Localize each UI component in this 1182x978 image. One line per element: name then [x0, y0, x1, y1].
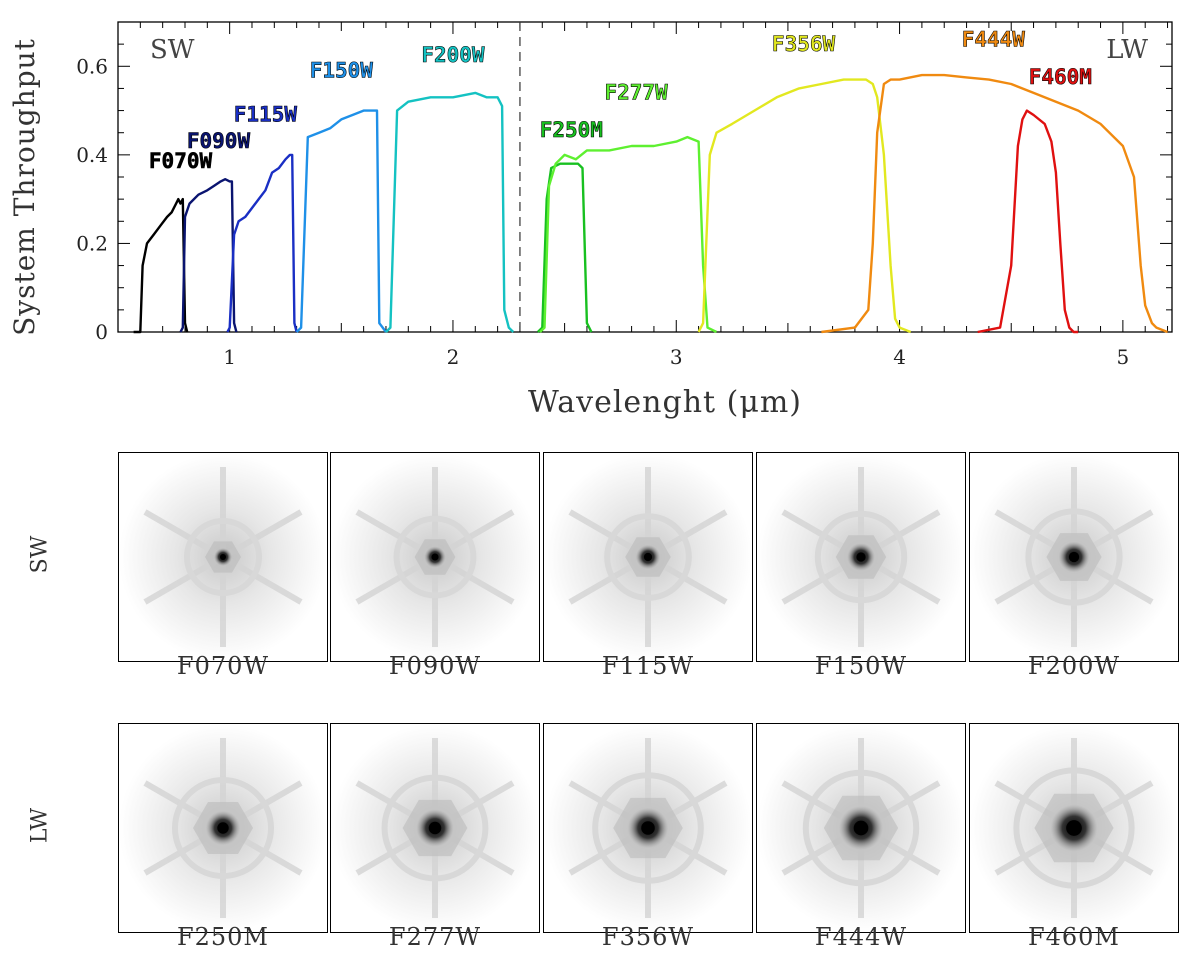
psf-label-f460m: F460M	[1027, 923, 1121, 951]
series-label-f356w: F356W	[772, 32, 836, 56]
sw-region-label: SW	[150, 35, 195, 65]
psf-image-f277w	[330, 723, 540, 933]
series-label-f070w: F070W	[149, 149, 213, 173]
psf-image-f090w	[330, 452, 540, 662]
y-axis-label: System Throughput	[8, 38, 41, 336]
series-label-f090w: F090W	[187, 129, 251, 153]
y-tick-label: 0.4	[76, 143, 108, 167]
psf-label-f444w: F444W	[814, 923, 908, 951]
psf-row-label-lw: LW	[27, 807, 53, 844]
psf-label-f090w: F090W	[388, 652, 482, 680]
psf-row-label-sw: SW	[27, 535, 53, 574]
psf-image-f150w	[756, 452, 966, 662]
series-label-f460m: F460M	[1029, 65, 1092, 89]
psf-image-f070w	[118, 452, 328, 662]
series-line-f200w	[385, 91, 515, 333]
x-tick-label: 1	[223, 345, 236, 369]
y-tick-label: 0.6	[76, 54, 108, 78]
psf-image-f356w	[543, 723, 753, 933]
psf-image-f460m	[969, 723, 1179, 933]
psf-image-f444w	[756, 723, 966, 933]
series-label-f150w: F150W	[310, 58, 374, 82]
plot-frame	[117, 21, 1173, 333]
series-label-f115w: F115W	[234, 103, 298, 127]
x-axis-label: Wavelenght (μm)	[528, 385, 802, 420]
series-label-f444w: F444W	[962, 27, 1026, 51]
psf-label-f356w: F356W	[601, 923, 695, 951]
series-line-f356w	[697, 78, 912, 334]
psf-label-f277w: F277W	[388, 923, 482, 951]
series-line-f460m	[977, 109, 1079, 334]
psf-label-f115w: F115W	[601, 652, 695, 680]
series-line-f150w	[295, 109, 387, 333]
psf-image-f200w	[969, 452, 1179, 662]
series-label-f200w: F200W	[421, 43, 485, 67]
psf-label-f150w: F150W	[814, 652, 908, 680]
x-tick-label: 5	[1117, 345, 1130, 369]
y-tick-label: 0	[95, 320, 108, 344]
series-label-f277w: F277W	[604, 81, 668, 105]
series-line-f115w	[226, 153, 298, 333]
lw-region-label: LW	[1106, 35, 1148, 65]
series-line-f070w	[133, 197, 189, 334]
series-line-f090w	[179, 178, 238, 333]
psf-label-f070w: F070W	[176, 652, 270, 680]
x-tick-label: 2	[447, 345, 460, 369]
psf-label-f200w: F200W	[1027, 652, 1121, 680]
x-tick-label: 3	[670, 345, 683, 369]
series-line-f277w	[539, 135, 718, 334]
x-tick-label: 4	[893, 345, 906, 369]
throughput-chart: 1 2 3 4 5 0 0.2 0.4 0.6 Wavelenght (μm) System Thr…	[8, 21, 1173, 420]
psf-label-f250m: F250M	[176, 923, 270, 951]
psf-image-f250m	[118, 723, 328, 933]
series-label-f250m: F250M	[540, 118, 603, 142]
series-line-f250m	[536, 162, 593, 333]
y-tick-label: 0.2	[76, 231, 108, 255]
series-line-f444w	[821, 73, 1168, 334]
psf-image-f115w	[543, 452, 753, 662]
